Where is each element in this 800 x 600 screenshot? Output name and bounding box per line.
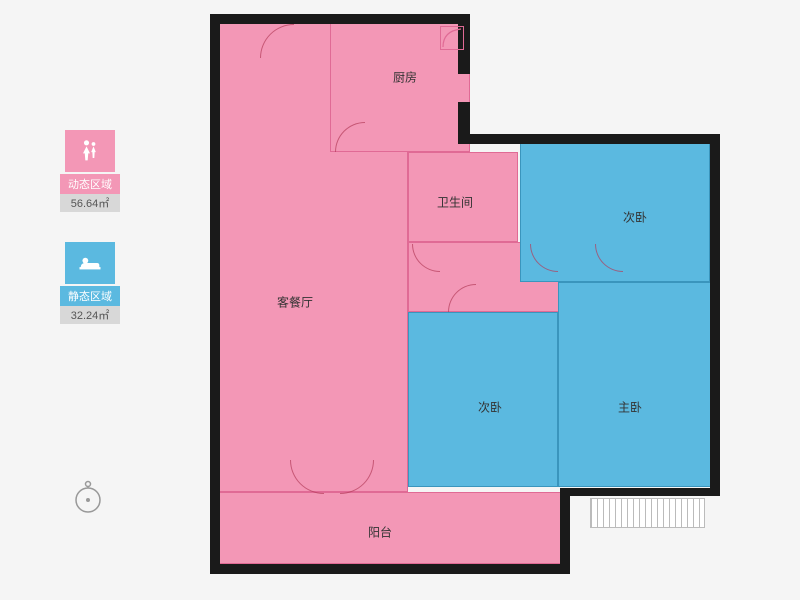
- label-bed2b: 次卧: [478, 399, 502, 416]
- label-bed2a: 次卧: [623, 209, 647, 226]
- wall: [210, 564, 570, 574]
- legend: 动态区域 56.64㎡ 静态区域 32.24㎡: [55, 130, 125, 354]
- legend-static-label: 静态区域: [60, 286, 120, 306]
- label-living: 客餐厅: [277, 294, 313, 311]
- bed-icon: [65, 242, 115, 284]
- label-kitchen: 厨房: [393, 69, 417, 86]
- legend-dynamic-label: 动态区域: [60, 174, 120, 194]
- wall: [710, 134, 720, 494]
- wall: [458, 134, 518, 144]
- wall: [560, 488, 720, 496]
- label-bath: 卫生间: [437, 194, 473, 211]
- label-balcony: 阳台: [368, 524, 392, 541]
- people-icon: [65, 130, 115, 172]
- legend-dynamic-value: 56.64㎡: [60, 194, 120, 212]
- window-icon: [440, 26, 464, 50]
- legend-static-value: 32.24㎡: [60, 306, 120, 324]
- legend-static: 静态区域 32.24㎡: [55, 242, 125, 324]
- wall: [510, 134, 718, 144]
- label-master: 主卧: [618, 399, 642, 416]
- room-master: [558, 282, 713, 487]
- railing: [590, 498, 705, 528]
- wall: [560, 488, 570, 574]
- wall: [210, 14, 220, 572]
- compass-icon: [70, 480, 106, 516]
- legend-dynamic: 动态区域 56.64㎡: [55, 130, 125, 212]
- floorplan: 客餐厅 厨房 卫生间 次卧 次卧 主卧 阳台: [200, 12, 760, 572]
- wall: [210, 14, 468, 24]
